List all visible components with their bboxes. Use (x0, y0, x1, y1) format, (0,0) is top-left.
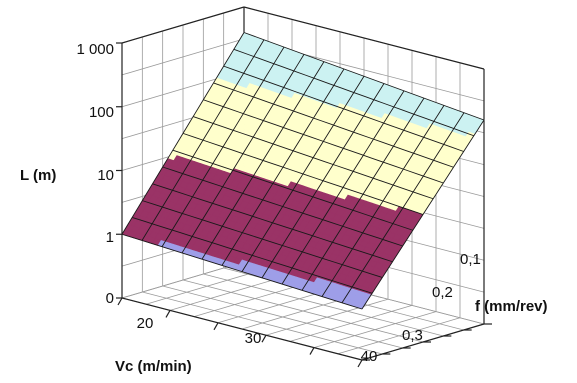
z-axis-title: L (m) (20, 167, 56, 184)
surface-mesh-line (132, 217, 373, 294)
x-tick-label: 20 (137, 315, 154, 332)
surface-mesh-line (223, 65, 464, 152)
surface-mesh-line (121, 233, 363, 310)
z-tick-label: 10 (97, 167, 114, 184)
surface-mesh-line (203, 99, 444, 184)
x-tick-mark (117, 297, 123, 306)
x-tick-mark (357, 359, 363, 368)
z-tick-label: 1 (106, 229, 114, 246)
surface-mesh-line (193, 116, 434, 200)
surface-mesh-line (182, 132, 424, 215)
tick-marks (116, 42, 492, 368)
surface-mesh-line (162, 166, 403, 247)
grid-line (121, 38, 245, 76)
x-tick-label: 40 (361, 348, 378, 365)
grid-line (203, 273, 444, 337)
x-tick-mark (213, 322, 219, 331)
surface-mesh-line (213, 82, 454, 168)
surface-mesh-line (172, 149, 413, 231)
z-tick-label: 1 000 (76, 41, 114, 58)
x-tick-mark (165, 310, 171, 318)
x-tick-label: 30 (245, 330, 262, 347)
surface-mesh-line (243, 32, 485, 121)
z-tick-label: 0 (106, 290, 114, 307)
grid-line (142, 291, 383, 355)
grid-line (182, 279, 424, 343)
y-tick-label: 0,1 (460, 251, 481, 268)
z-tick-label: 100 (89, 104, 114, 121)
frame-edge (243, 6, 485, 70)
y-tick-label: 0,2 (432, 284, 453, 301)
surface-mesh-line (152, 183, 393, 263)
surface-mesh (121, 32, 485, 310)
frame-edge (121, 6, 245, 44)
y-tick-label: 0,3 (402, 327, 423, 344)
x-axis-line (121, 297, 363, 361)
y-axis-title: f (mm/rev) (475, 298, 548, 315)
x-tick-mark (261, 334, 267, 343)
grid-line (162, 285, 403, 349)
surface-mesh-line (142, 200, 383, 278)
x-axis-title: Vc (m/min) (115, 358, 192, 375)
surface-mesh-line (233, 48, 474, 137)
x-tick-mark (309, 347, 315, 355)
